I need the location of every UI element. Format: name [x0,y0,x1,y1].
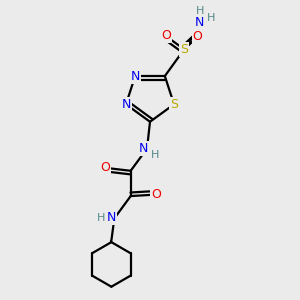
Text: O: O [161,29,171,42]
Text: O: O [100,161,110,174]
Text: O: O [193,30,202,43]
Text: N: N [121,98,131,111]
Text: O: O [151,188,161,201]
Text: N: N [195,16,204,29]
Text: S: S [180,43,188,56]
Text: N: N [107,211,116,224]
Text: H: H [207,13,216,22]
Text: H: H [195,6,204,16]
Text: H: H [97,213,105,223]
Text: N: N [139,142,148,155]
Text: H: H [151,150,160,160]
Text: S: S [170,98,178,111]
Text: N: N [130,70,140,83]
